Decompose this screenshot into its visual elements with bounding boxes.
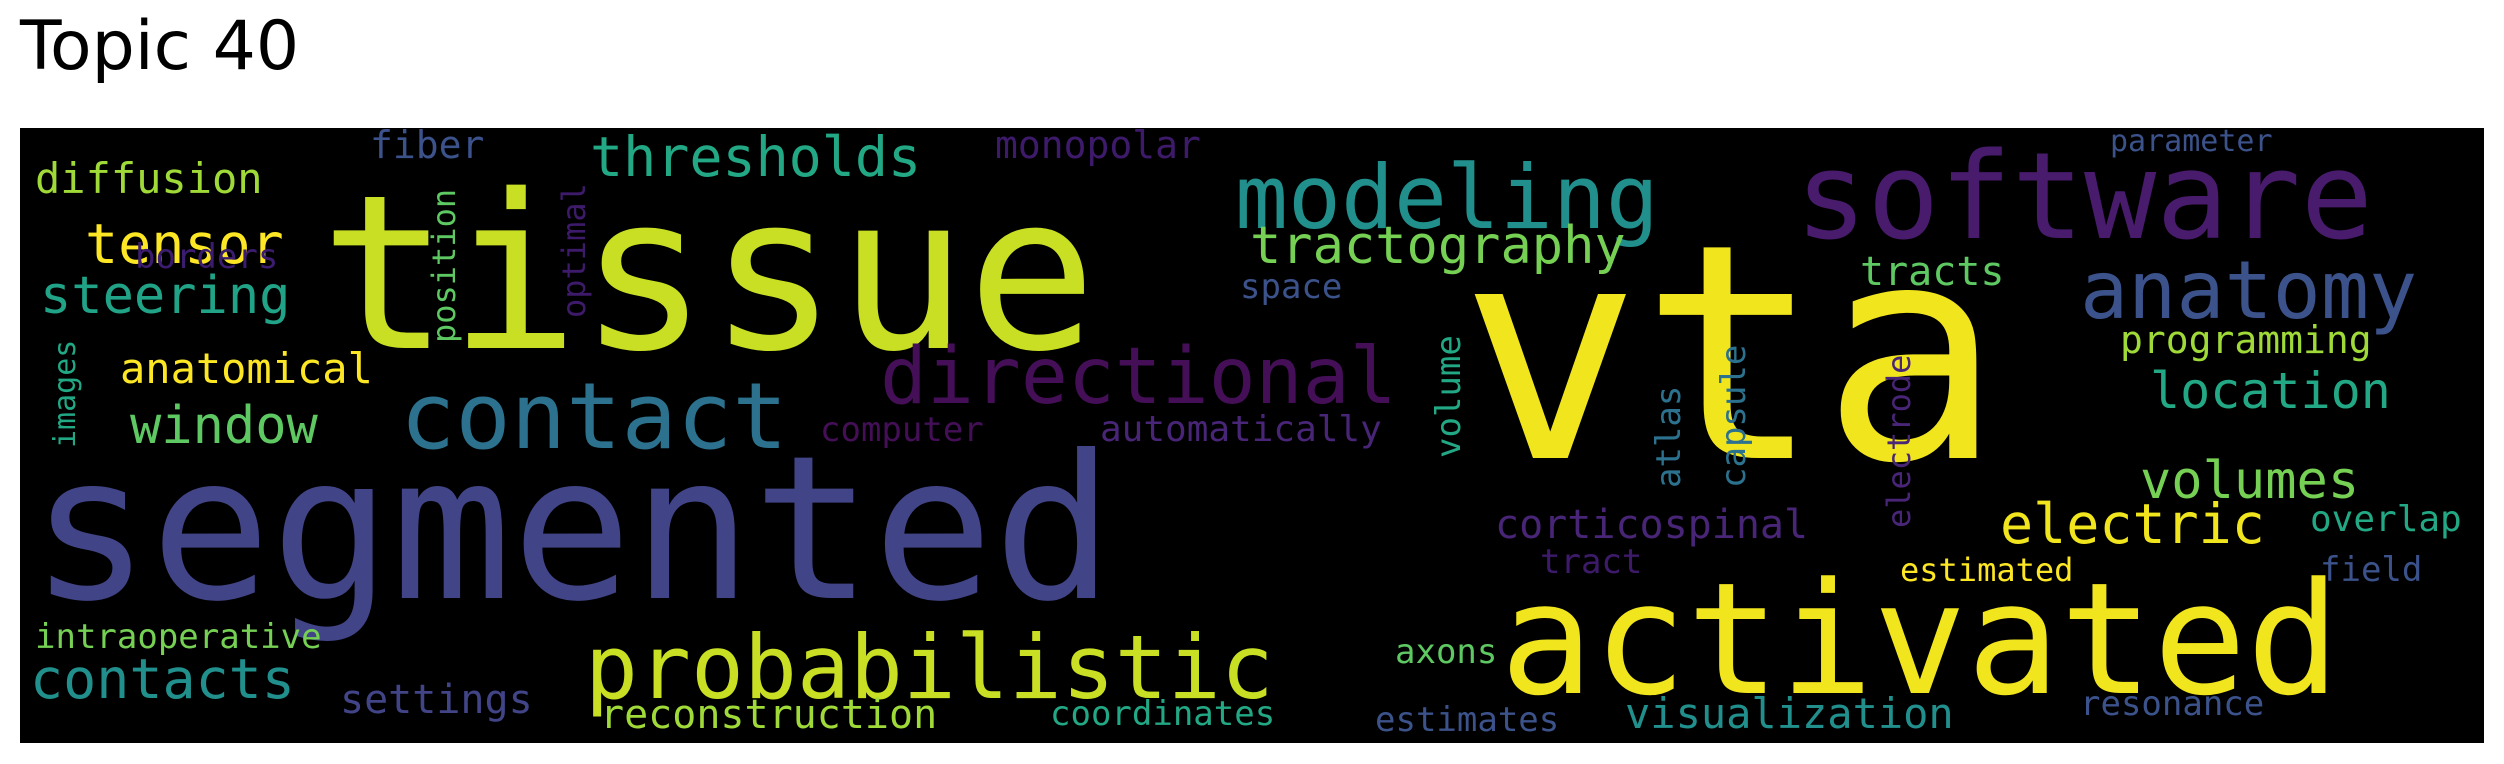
word-axons: axons <box>1395 632 1497 672</box>
word-location: location <box>2150 362 2391 420</box>
word-anatomical: anatomical <box>120 344 373 393</box>
word-probabilistic: probabilistic <box>585 616 1274 719</box>
page-title: Topic 40 <box>20 7 300 86</box>
word-coordinates: coordinates <box>1050 694 1275 734</box>
word-contacts: contacts <box>30 647 295 711</box>
word-images: images <box>48 340 83 448</box>
word-tractography: tractography <box>1250 216 1626 276</box>
word-window: window <box>130 396 319 456</box>
word-cloud: tissue vta segmented software activated model… <box>20 128 2484 743</box>
word-reconstruction: reconstruction <box>600 692 937 738</box>
word-position: position <box>425 189 463 343</box>
word-optimal: optimal <box>555 183 593 318</box>
word-computer: computer <box>820 410 984 450</box>
word-fiber: fiber <box>370 128 484 167</box>
word-vta: vta <box>1460 180 2002 529</box>
word-volumes: volumes <box>2140 451 2359 511</box>
word-overlap: overlap <box>2310 499 2462 540</box>
word-thresholds: thresholds <box>590 128 921 189</box>
word-capsule: capsule <box>1714 345 1754 488</box>
word-automatically: automatically <box>1100 409 1382 450</box>
word-programming: programming <box>2120 318 2372 362</box>
word-directional: directional <box>880 332 1397 422</box>
word-electrode: electrode <box>1880 355 1918 528</box>
word-field: field <box>2320 550 2422 590</box>
word-settings: settings <box>340 677 533 723</box>
word-atlas: atlas <box>1649 386 1689 488</box>
word-volume: volume <box>1429 335 1469 458</box>
word-tissue: tissue <box>320 148 1097 399</box>
word-segmented: segmented <box>30 413 1114 646</box>
word-estimates: estimates <box>1375 700 1559 740</box>
word-tracts: tracts <box>1860 249 2005 295</box>
word-contact: contact <box>400 363 788 470</box>
word-anatomy: anatomy <box>2080 244 2417 337</box>
word-visualization: visualization <box>1625 689 1954 738</box>
word-electric: electric <box>2000 492 2265 556</box>
word-parameter: parameter <box>2110 128 2273 159</box>
word-activated: activated <box>1500 549 2340 730</box>
word-monopolar: monopolar <box>995 128 1201 167</box>
word-borders: borders <box>135 237 278 277</box>
word-tensor: tensor <box>85 212 284 276</box>
word-steering: steering <box>40 266 290 326</box>
word-diffusion: diffusion <box>35 154 263 203</box>
word-tract: tract <box>1540 542 1642 582</box>
word-estimated: estimated <box>1900 551 2073 589</box>
word-modeling: modeling <box>1235 146 1659 249</box>
word-corticospinal: corticospinal <box>1495 502 1808 548</box>
word-cloud-canvas: tissue vta segmented software activated model… <box>30 128 2462 740</box>
word-intraoperative: intraoperative <box>35 617 322 657</box>
word-space: space <box>1240 267 1342 307</box>
word-software: software <box>1795 128 2373 267</box>
word-resonance: resonance <box>2080 684 2264 724</box>
